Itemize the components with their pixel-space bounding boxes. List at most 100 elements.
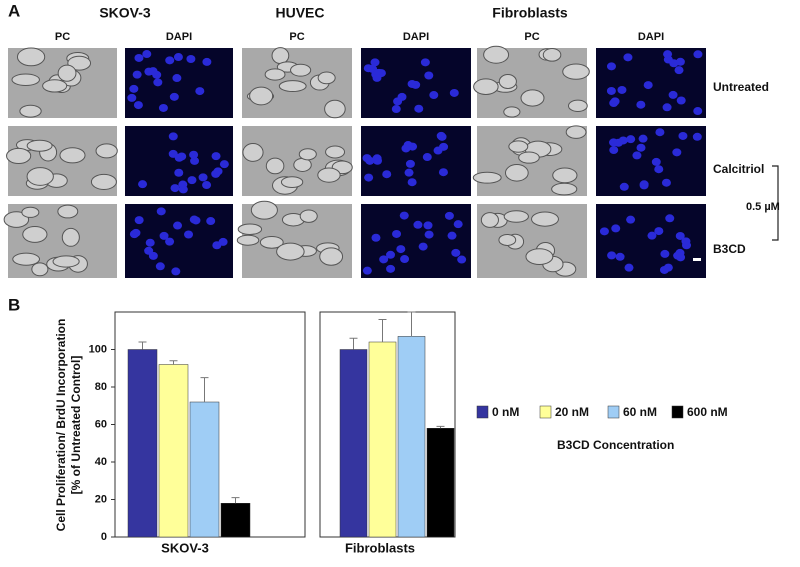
- row-label: Calcitriol: [713, 162, 764, 176]
- nucleus: [159, 231, 169, 240]
- cell: [242, 142, 264, 162]
- cell: [324, 99, 346, 119]
- cell: [26, 139, 53, 152]
- nucleus: [669, 59, 679, 68]
- cell: [237, 223, 263, 235]
- nucleus: [206, 217, 216, 226]
- legend-swatch: [607, 405, 620, 419]
- y-tick-label: 0: [101, 531, 107, 543]
- nucleus: [626, 135, 636, 144]
- nucleus: [399, 211, 409, 220]
- legend-swatch: [671, 405, 684, 419]
- nucleus: [619, 182, 629, 191]
- nucleus: [665, 214, 675, 223]
- nucleus: [198, 173, 208, 182]
- nucleus: [599, 227, 609, 236]
- nucleus: [662, 103, 672, 112]
- nucleus: [386, 264, 396, 273]
- cell: [299, 209, 318, 223]
- nucleus: [624, 263, 634, 272]
- column-label: DAPI: [638, 31, 664, 43]
- nucleus: [379, 255, 389, 264]
- nucleus: [158, 103, 168, 112]
- nucleus: [364, 173, 374, 182]
- nucleus: [191, 216, 201, 225]
- nucleus: [423, 221, 433, 230]
- nucleus: [663, 263, 673, 272]
- cell: [319, 247, 344, 266]
- nucleus: [211, 152, 221, 161]
- cell: [265, 157, 285, 175]
- nucleus: [414, 104, 424, 113]
- legend-label: 600 nM: [687, 405, 728, 419]
- cell: [250, 200, 278, 220]
- bar: [339, 349, 368, 538]
- panel-label: B: [8, 295, 20, 314]
- images: [3, 45, 706, 278]
- cell: [3, 211, 30, 228]
- nucleus: [449, 88, 459, 97]
- nucleus: [173, 221, 183, 230]
- nucleus: [678, 131, 688, 140]
- nucleus: [606, 86, 616, 95]
- bar: [397, 336, 426, 538]
- nucleus: [418, 242, 428, 251]
- nucleus: [457, 255, 467, 264]
- dose-bracket: [772, 165, 779, 241]
- nucleus: [654, 227, 664, 236]
- cell: [249, 86, 274, 106]
- nucleus: [424, 230, 434, 239]
- nucleus: [138, 180, 148, 189]
- nucleus: [693, 50, 703, 59]
- nucleus: [169, 92, 179, 101]
- nucleus: [392, 229, 402, 238]
- nucleus: [171, 267, 181, 276]
- cell: [276, 242, 305, 261]
- nucleus: [184, 230, 194, 239]
- nucleus: [609, 146, 619, 155]
- legend-swatch: [539, 405, 552, 419]
- nucleus: [372, 154, 382, 163]
- cell: [19, 104, 42, 118]
- cell: [21, 206, 40, 218]
- cell: [90, 173, 117, 190]
- cell: [498, 233, 517, 246]
- nucleus: [371, 233, 381, 242]
- nucleus: [174, 153, 184, 162]
- nucleus: [607, 251, 617, 260]
- cell: [59, 147, 86, 164]
- cell: [6, 147, 32, 164]
- cell: [508, 140, 529, 153]
- nucleus: [429, 91, 439, 100]
- nucleus: [370, 58, 380, 67]
- cell: [259, 235, 284, 249]
- nucleus: [643, 81, 653, 90]
- cell: [22, 225, 48, 243]
- legend-label: 0 nM: [492, 405, 519, 419]
- nucleus: [386, 250, 396, 259]
- cell: [298, 148, 317, 161]
- nucleus: [170, 184, 180, 193]
- cell: [473, 78, 499, 95]
- nucleus: [155, 262, 165, 271]
- nucleus: [661, 178, 671, 187]
- nucleus: [668, 90, 678, 99]
- y-tick-label: 20: [95, 493, 107, 505]
- nucleus: [168, 132, 178, 141]
- bar: [426, 428, 455, 538]
- nucleus: [673, 251, 683, 260]
- cell: [42, 79, 68, 93]
- bar: [158, 364, 189, 538]
- nucleus: [405, 159, 415, 168]
- nucleus: [675, 231, 685, 240]
- bar: [220, 503, 251, 538]
- y-axis-label: Cell Proliferation/ BrdU Incorporation: [54, 319, 68, 532]
- cell: [498, 74, 517, 89]
- nucleus: [132, 70, 142, 79]
- legend-label: 20 nM: [555, 405, 589, 419]
- nucleus: [165, 56, 175, 65]
- nucleus: [400, 255, 410, 264]
- cell: [12, 252, 41, 266]
- nucleus: [433, 146, 443, 155]
